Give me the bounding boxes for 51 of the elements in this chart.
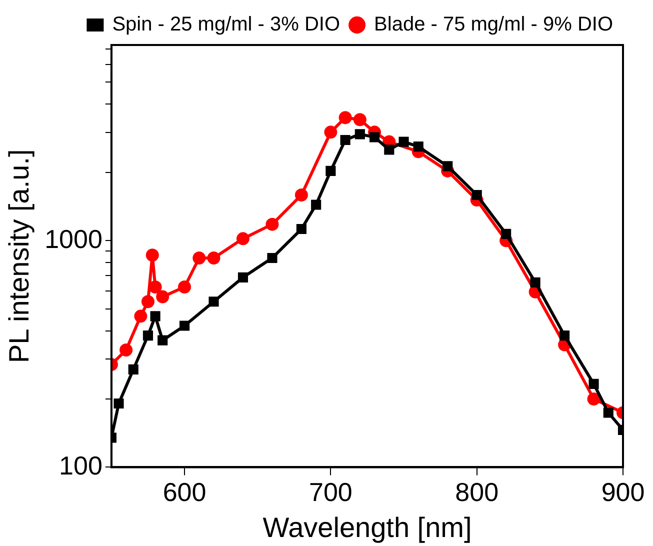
point (398, 136, 409, 147)
x-tick-label: 700 (308, 476, 352, 507)
point (340, 134, 350, 146)
point (353, 113, 366, 126)
point (158, 335, 168, 346)
point (141, 295, 154, 308)
point (369, 132, 380, 142)
legend-label: Spin - 25 mg/ml - 3% DIO (112, 14, 340, 36)
point (148, 280, 162, 294)
point (588, 378, 599, 389)
point (384, 144, 394, 155)
y-tick-label: 1000 (44, 224, 102, 254)
point (338, 111, 352, 124)
point (296, 224, 306, 234)
point (413, 142, 424, 152)
point (530, 277, 540, 288)
x-tick-label: 600 (162, 476, 206, 507)
point (294, 188, 308, 202)
point (442, 161, 453, 172)
point (156, 290, 170, 304)
point (238, 272, 248, 282)
point (114, 398, 124, 409)
point (208, 296, 219, 307)
point (179, 320, 190, 331)
point (150, 311, 160, 322)
point (501, 228, 512, 239)
point (207, 252, 220, 265)
point (324, 126, 338, 139)
point (587, 392, 600, 406)
point (142, 330, 154, 341)
point (146, 248, 159, 262)
point (267, 252, 278, 264)
point (236, 232, 250, 246)
legend-label: Blade - 75 mg/ml - 9% DIO (374, 14, 614, 36)
point (266, 218, 279, 231)
point (120, 344, 133, 357)
point (134, 310, 148, 323)
y-axis-title: PL intensity [a.u.] (4, 149, 35, 363)
point (560, 330, 570, 341)
point (472, 190, 482, 200)
x-axis-title: Wavelength [nm] (262, 512, 472, 543)
point (354, 129, 365, 140)
point (311, 200, 322, 210)
point (128, 364, 138, 374)
point (326, 166, 336, 176)
y-tick-label: 100 (59, 450, 102, 480)
x-tick-label: 900 (601, 476, 645, 507)
point (603, 408, 614, 418)
point (192, 252, 206, 265)
point (178, 280, 192, 294)
x-tick-label: 800 (455, 476, 499, 507)
